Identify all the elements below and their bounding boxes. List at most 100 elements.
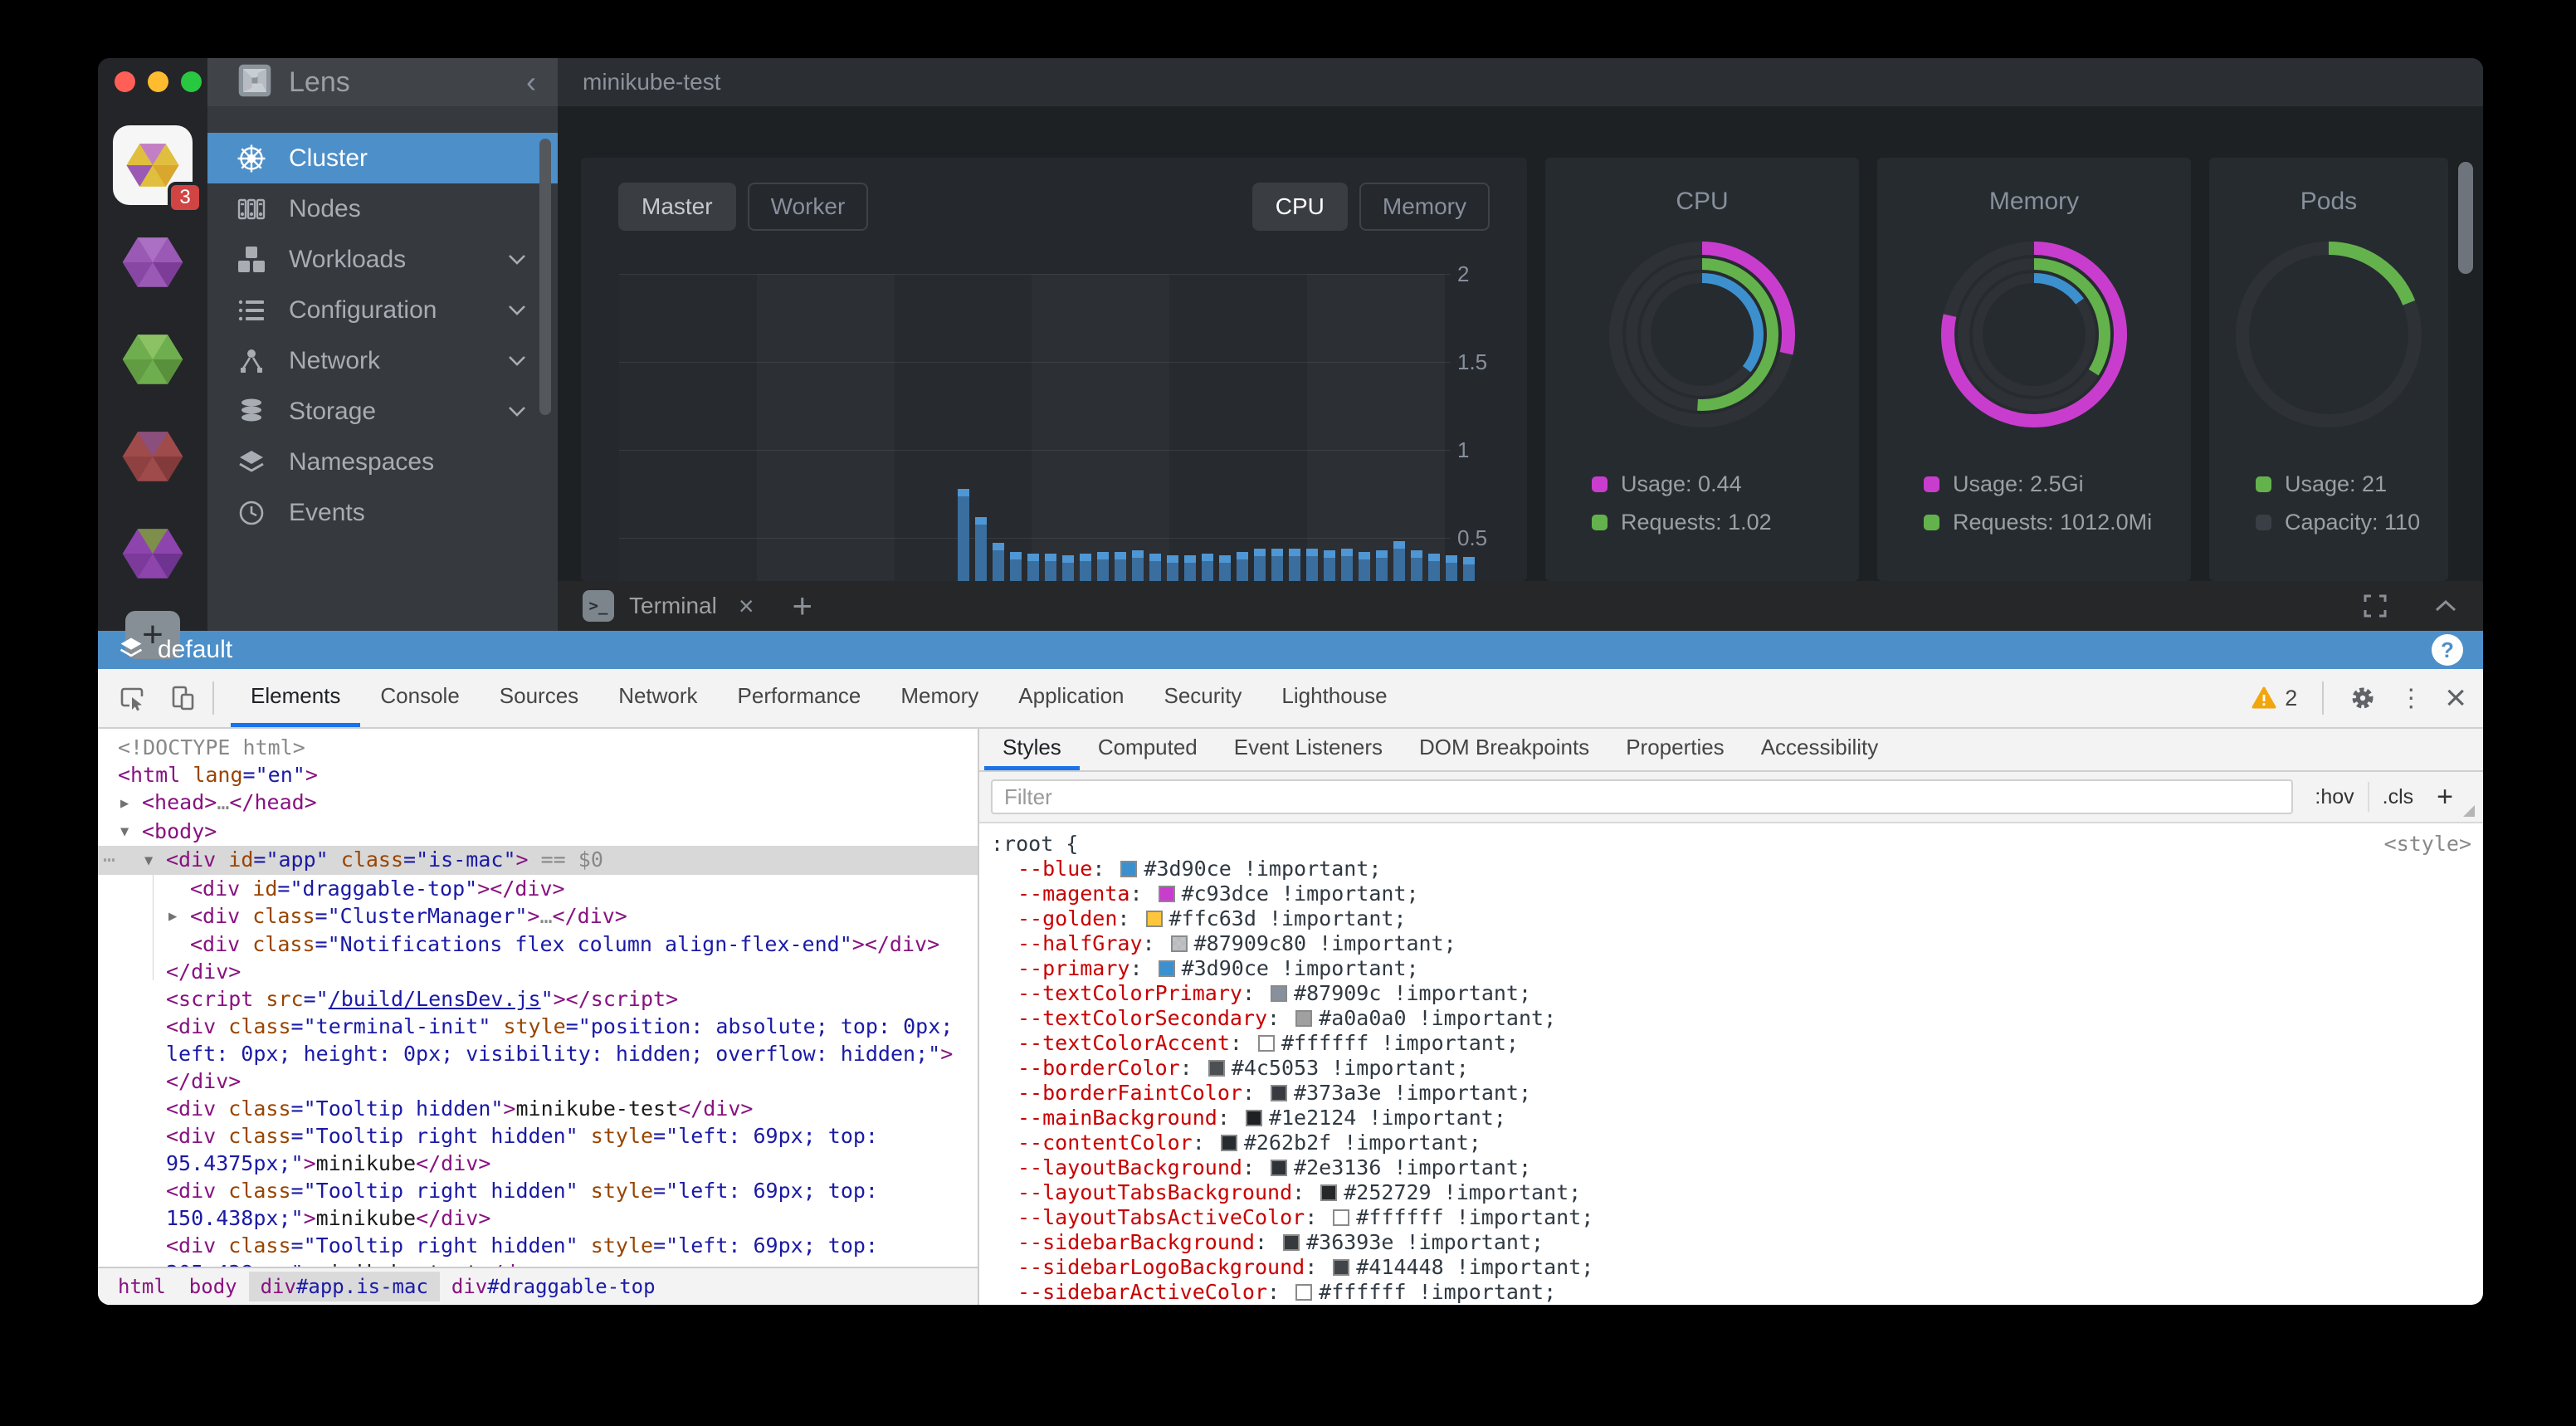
cluster-icon-1[interactable]: 3: [113, 125, 202, 213]
dom-tree-line[interactable]: <div class="terminal-init" style="positi…: [166, 1014, 954, 1038]
cluster-icon-3[interactable]: [113, 320, 193, 399]
dom-tree-line[interactable]: <div class="Tooltip right hidden" style=…: [166, 1179, 878, 1203]
css-property[interactable]: --borderColor: #4c5053 !important;: [1017, 1056, 1469, 1080]
css-property[interactable]: --magenta: #c93dce !important;: [1017, 881, 1419, 906]
css-property[interactable]: --sidebarLogoBackground: #414448 !import…: [1017, 1255, 1594, 1279]
help-button[interactable]: ?: [2432, 634, 2463, 666]
cluster-icon-5[interactable]: [113, 514, 193, 593]
sidebar-item-events[interactable]: Events: [207, 487, 558, 538]
styles-tab-dom-breakpoints[interactable]: DOM Breakpoints: [1419, 735, 1590, 759]
dom-tree-line[interactable]: <div class="Tooltip hidden">minikube-tes…: [166, 1096, 754, 1121]
sidebar-item-configuration[interactable]: Configuration: [207, 285, 558, 335]
css-selector[interactable]: :root {: [991, 832, 1079, 856]
cluster-icon-2[interactable]: [113, 222, 193, 302]
zoom-window-button[interactable]: [181, 71, 202, 92]
color-swatch[interactable]: [1295, 1010, 1313, 1027]
chevron-up-icon[interactable]: [2433, 598, 2458, 613]
tab-security[interactable]: Security: [1164, 683, 1242, 708]
sidebar-item-namespaces[interactable]: Namespaces: [207, 437, 558, 487]
css-property[interactable]: --textColorAccent: #ffffff !important;: [1017, 1031, 1519, 1055]
dom-tree-line[interactable]: <script src="/build/LensDev.js"></script…: [166, 987, 679, 1011]
sidebar-collapse-button[interactable]: ‹: [526, 65, 536, 99]
css-property[interactable]: --sidebarBackground: #36393e !important;: [1017, 1230, 1544, 1254]
toggle-pseudo-button[interactable]: :hov: [2315, 784, 2354, 808]
sidebar-item-network[interactable]: Network: [207, 335, 558, 386]
dom-tree-line[interactable]: 150.438px;">minikube</div>: [166, 1206, 491, 1230]
css-property[interactable]: --borderFaintColor: #373a3e !important;: [1017, 1081, 1532, 1105]
gear-icon[interactable]: [2349, 684, 2377, 712]
color-swatch[interactable]: [1120, 861, 1138, 877]
css-property[interactable]: --mainBackground: #1e2124 !important;: [1017, 1106, 1506, 1130]
dom-tree-line[interactable]: ▶ <head>…</head>: [98, 789, 978, 818]
dom-tree-line[interactable]: </div>: [166, 960, 242, 984]
dom-tree-line[interactable]: ▶ <div class="ClusterManager">…</div>: [98, 902, 978, 931]
tab-performance[interactable]: Performance: [737, 683, 861, 708]
dom-tree-line[interactable]: left: 0px; height: 0px; visibility: hidd…: [166, 1042, 954, 1066]
namespace-label[interactable]: default: [158, 636, 233, 663]
breadcrumb-item[interactable]: body: [188, 1275, 237, 1298]
console-warnings-badge[interactable]: 2: [2252, 686, 2297, 711]
css-property[interactable]: --blue: #3d90ce !important;: [1017, 857, 1382, 881]
css-property[interactable]: --textColorPrimary: #87909c !important;: [1017, 981, 1532, 1005]
more-options-icon[interactable]: ⋮: [2398, 684, 2424, 712]
color-swatch[interactable]: [1158, 886, 1175, 902]
metric-cpu-button[interactable]: CPU: [1251, 183, 1348, 231]
color-swatch[interactable]: [1271, 1160, 1288, 1176]
dom-tree-line[interactable]: <html lang="en">: [118, 763, 318, 787]
device-toolbar-icon[interactable]: [168, 684, 196, 712]
fullscreen-icon[interactable]: [2362, 593, 2388, 619]
devtools-close-icon[interactable]: ×: [2445, 677, 2466, 718]
color-swatch[interactable]: [1158, 960, 1175, 977]
color-swatch[interactable]: [1257, 1035, 1275, 1052]
inspect-element-icon[interactable]: [118, 684, 146, 712]
sidebar-item-nodes[interactable]: Nodes: [207, 183, 558, 234]
collapse-arrow-icon[interactable]: ▼: [120, 823, 129, 840]
close-window-button[interactable]: [115, 71, 135, 92]
metric-memory-button[interactable]: Memory: [1359, 183, 1490, 231]
dom-tree-line[interactable]: 205.438px;">minikube-test</d: [98, 1259, 978, 1267]
css-property[interactable]: --layoutTabsBackground: #252729 !importa…: [1017, 1180, 1582, 1204]
color-swatch[interactable]: [1333, 1209, 1350, 1226]
color-swatch[interactable]: [1220, 1135, 1237, 1151]
styles-tab-properties[interactable]: Properties: [1626, 735, 1725, 759]
tab-application[interactable]: Application: [1018, 683, 1125, 708]
color-swatch[interactable]: [1333, 1259, 1350, 1276]
expand-arrow-icon[interactable]: ▶: [120, 794, 129, 812]
content-scrollbar[interactable]: [2458, 162, 2473, 274]
breadcrumb-item[interactable]: html: [118, 1275, 166, 1298]
dom-tree-line[interactable]: <div class="Tooltip right hidden" style=…: [166, 1124, 878, 1148]
terminal-close-button[interactable]: ×: [738, 590, 754, 621]
color-swatch[interactable]: [1271, 985, 1288, 1002]
dom-tree-line[interactable]: <!DOCTYPE html>: [118, 735, 305, 759]
breadcrumb-item[interactable]: div#draggable-top: [451, 1275, 656, 1298]
css-origin[interactable]: <style>: [2383, 832, 2471, 856]
collapse-arrow-icon[interactable]: ▼: [144, 852, 154, 869]
styles-tab-accessibility[interactable]: Accessibility: [1760, 735, 1879, 759]
color-swatch[interactable]: [1170, 935, 1188, 952]
add-cluster-button[interactable]: +: [125, 611, 180, 659]
css-property[interactable]: --halfGray: #87909c80 !important;: [1017, 931, 1456, 955]
css-property[interactable]: --contentColor: #262b2f !important;: [1017, 1131, 1481, 1155]
styles-tab-computed[interactable]: Computed: [1097, 735, 1198, 759]
tab-network[interactable]: Network: [618, 683, 698, 708]
tab-console[interactable]: Console: [380, 683, 460, 708]
new-terminal-button[interactable]: +: [792, 586, 813, 625]
expand-arrow-icon[interactable]: ▶: [168, 908, 178, 925]
tab-memory[interactable]: Memory: [900, 683, 979, 708]
css-property[interactable]: --sidebarActiveColor: #ffffff !important…: [1017, 1280, 1557, 1304]
node-master-button[interactable]: Master: [618, 183, 736, 231]
sidebar-item-storage[interactable]: Storage: [207, 386, 558, 437]
color-swatch[interactable]: [1295, 1284, 1313, 1301]
sidebar-item-workloads[interactable]: Workloads: [207, 234, 558, 285]
color-swatch[interactable]: [1245, 1110, 1262, 1126]
color-swatch[interactable]: [1271, 1085, 1288, 1101]
dom-tree-line[interactable]: ⋯ ▼ <div id="app" class="is-mac"> == $0: [98, 846, 978, 875]
minimize-window-button[interactable]: [148, 71, 168, 92]
dom-tree-line[interactable]: 95.4375px;">minikube</div>: [166, 1151, 491, 1175]
tab-lighthouse[interactable]: Lighthouse: [1281, 683, 1388, 708]
node-worker-button[interactable]: Worker: [747, 183, 869, 231]
dom-tree-line[interactable]: <div class="Notifications flex column al…: [190, 932, 940, 956]
color-swatch[interactable]: [1283, 1234, 1300, 1251]
tab-sources[interactable]: Sources: [499, 683, 579, 708]
styles-tab-event-listeners[interactable]: Event Listeners: [1233, 735, 1383, 759]
